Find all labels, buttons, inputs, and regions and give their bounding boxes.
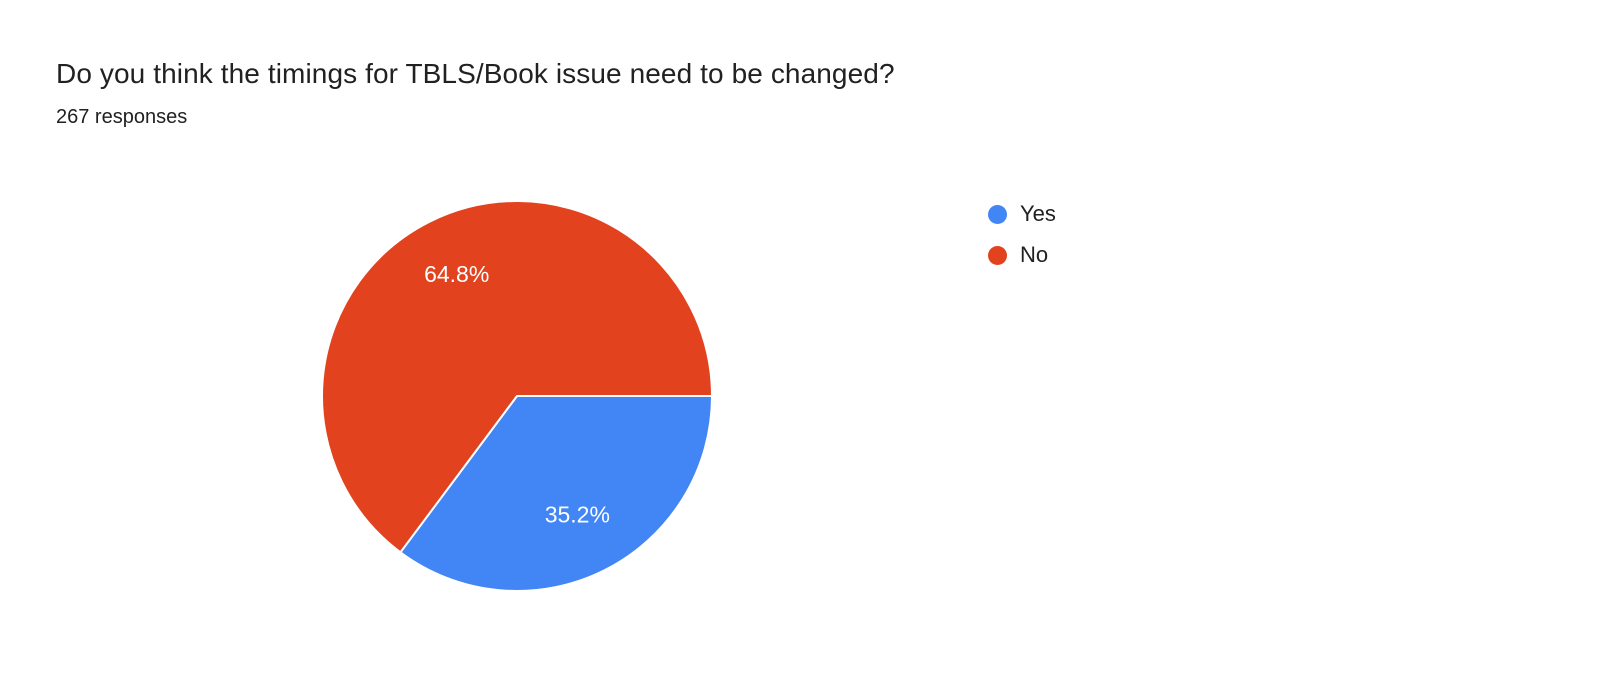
slice-percent-label-yes: 35.2% — [545, 501, 610, 527]
legend-swatch-yes — [988, 204, 1007, 224]
pie-slice-no — [321, 200, 713, 554]
responses-count: 267 responses — [56, 106, 188, 129]
slice-percent-label-no: 64.8% — [424, 261, 489, 287]
legend-item-yes: Yes — [988, 200, 1056, 228]
pie-chart: 35.2% 64.8% — [321, 200, 713, 593]
question-title: Do you think the timings for TBLS/Book i… — [56, 58, 895, 89]
legend-label-no: No — [1020, 242, 1049, 267]
pie-slice-yes — [399, 395, 713, 593]
legend-item-no: No — [988, 241, 1056, 269]
chart-header: Do you think the timings for TBLS/Book i… — [56, 56, 1456, 129]
legend-label-yes: Yes — [1020, 201, 1056, 226]
chart-legend: Yes No — [988, 200, 1056, 269]
legend-swatch-no — [988, 245, 1007, 265]
